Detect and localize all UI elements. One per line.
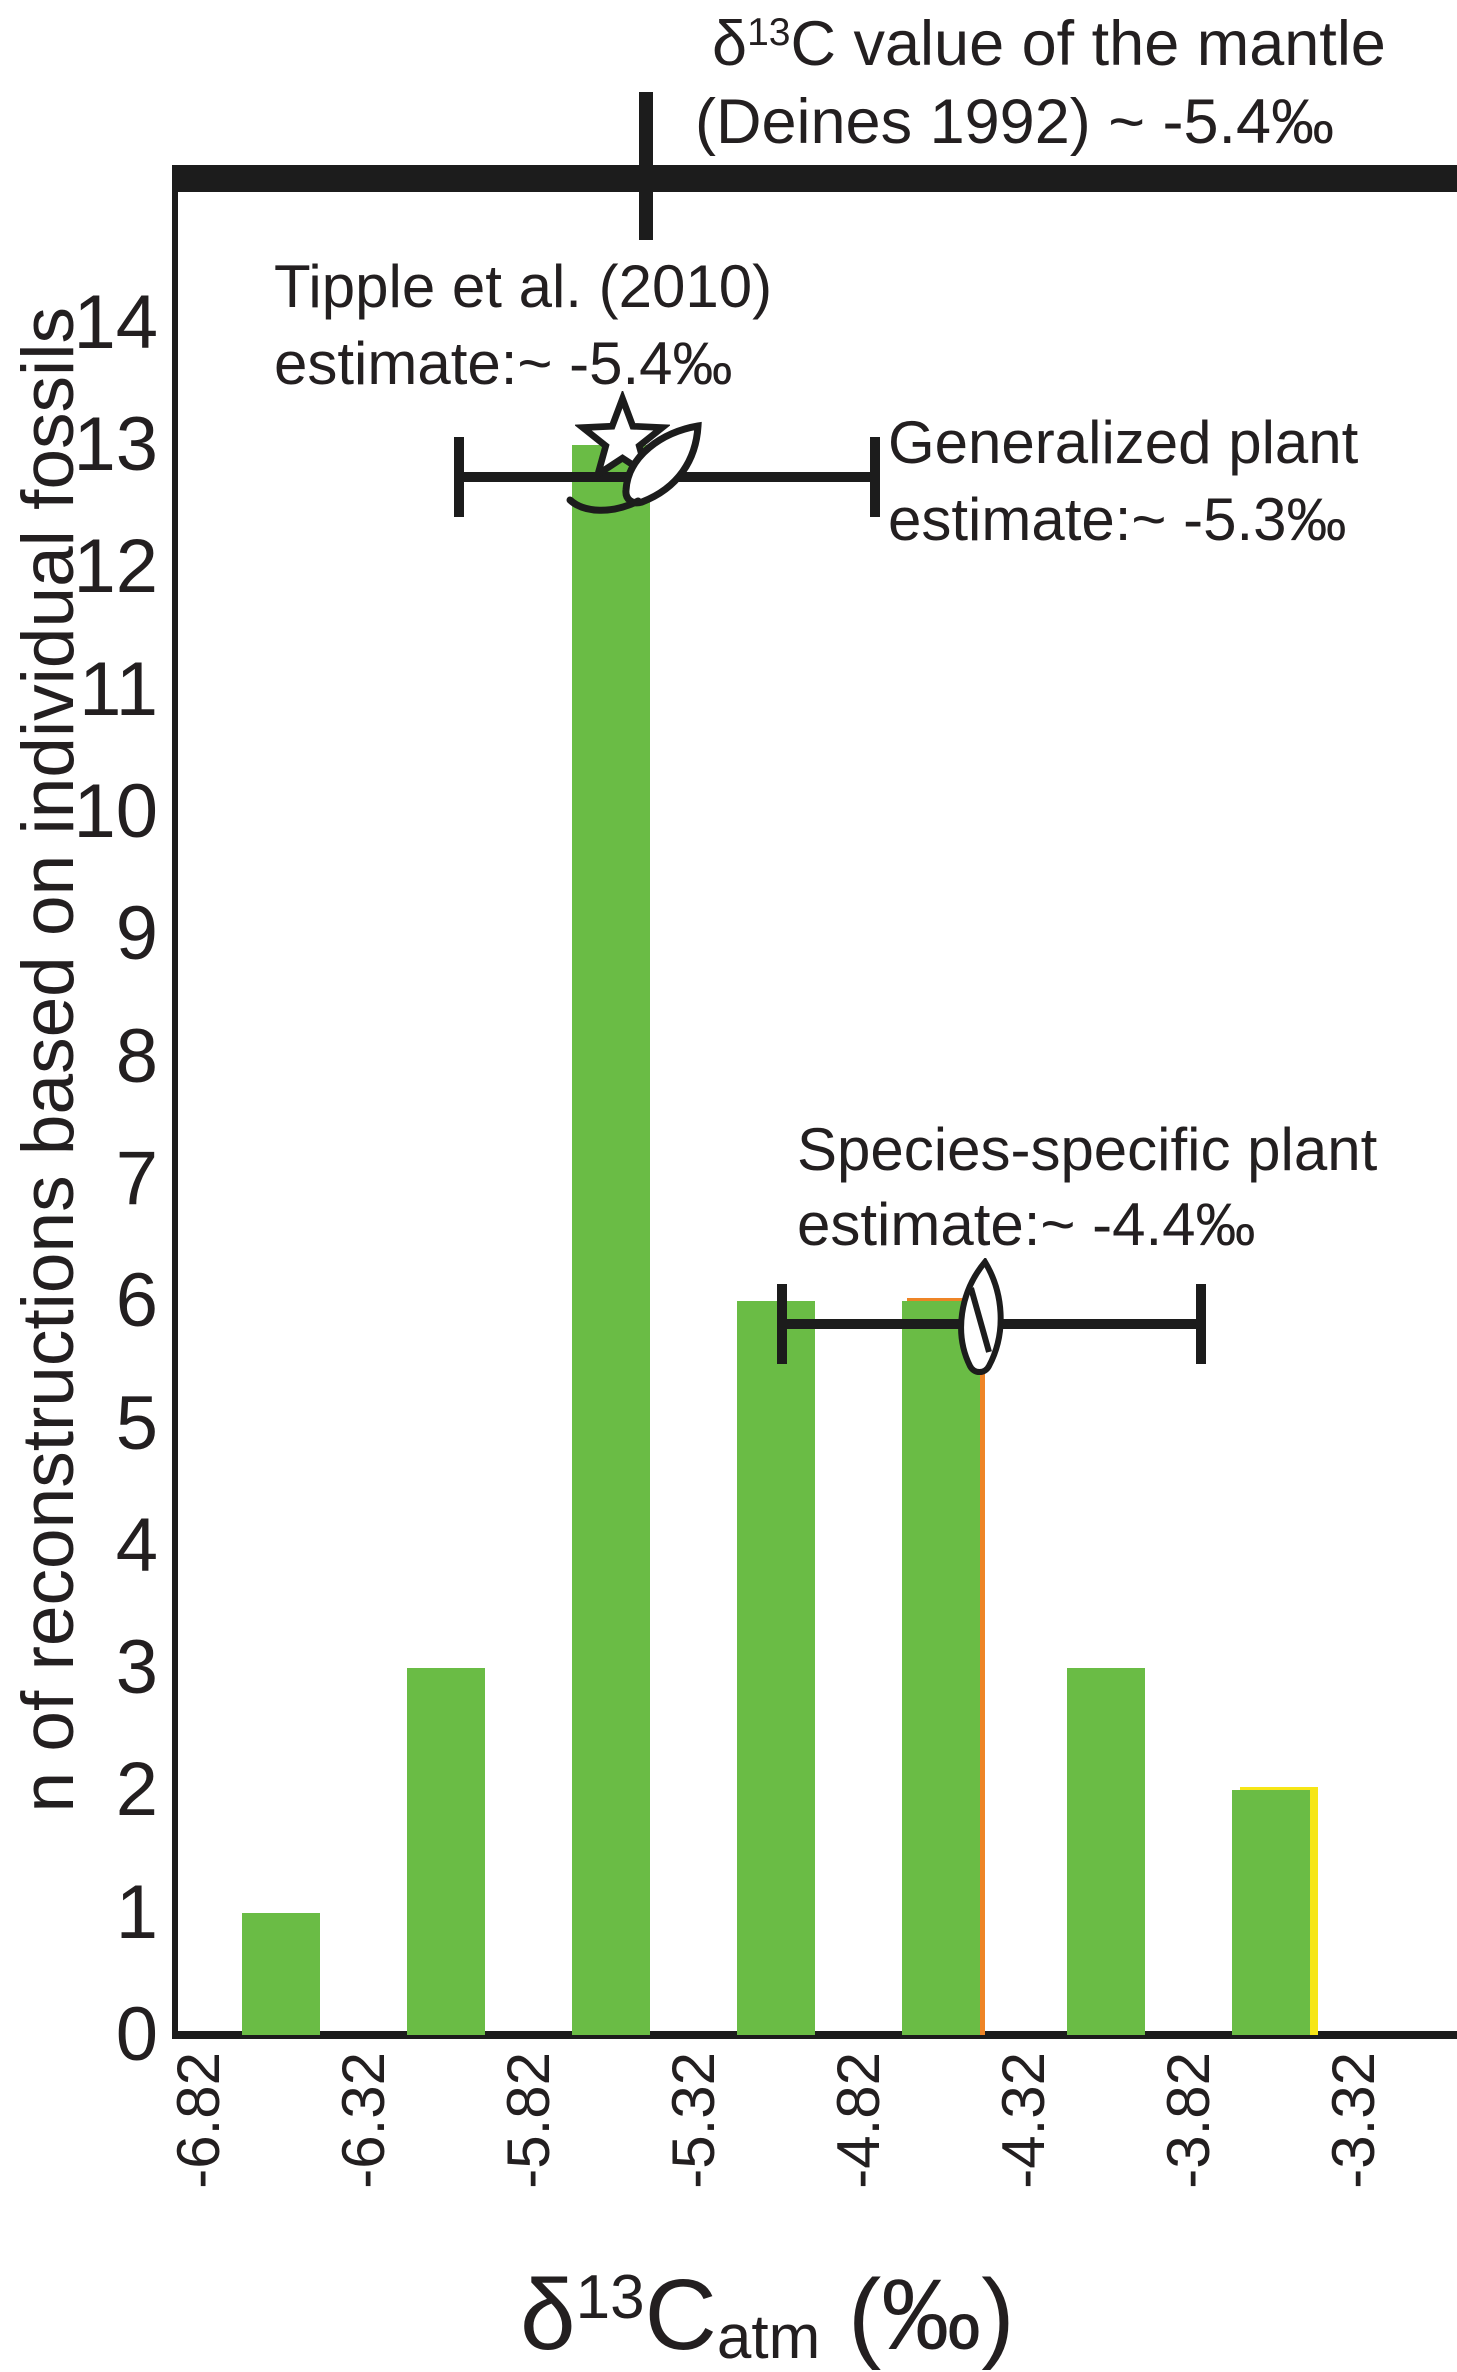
superscript-13: 13 bbox=[747, 11, 791, 55]
error-bar-cap bbox=[869, 436, 880, 517]
species-annotation-line2: estimate:~ -4.4‰ bbox=[797, 1191, 1256, 1258]
x-tick-label: -6.82 bbox=[163, 2052, 233, 2227]
permil-unit: (‰) bbox=[820, 2259, 1015, 2371]
delta-symbol: δ bbox=[520, 2259, 576, 2371]
x-tick-label: -4.32 bbox=[988, 2052, 1058, 2227]
x-tick-label-text: -4.82 bbox=[824, 2052, 892, 2189]
y-tick-label: 2 bbox=[115, 1747, 158, 1833]
histogram-bar bbox=[901, 1301, 980, 2035]
superscript-13: 13 bbox=[575, 2263, 645, 2332]
x-tick-label-text: -4.32 bbox=[989, 2052, 1057, 2189]
y-tick-label: 12 bbox=[73, 524, 158, 610]
y-tick-label: 14 bbox=[73, 279, 158, 365]
histogram-bar bbox=[1066, 1668, 1145, 2035]
species-plant-annotation: Species-specific plant estimate:~ -4.4‰ bbox=[797, 1112, 1377, 1262]
y-tick-label: 9 bbox=[115, 891, 158, 977]
x-tick-label-text: -3.82 bbox=[1154, 2052, 1222, 2189]
x-tick-label-text: -6.82 bbox=[164, 2052, 232, 2189]
subscript-atm: atm bbox=[716, 2302, 821, 2372]
y-tick-label: 13 bbox=[73, 402, 158, 488]
error-bar-cap bbox=[777, 1284, 788, 1365]
y-tick-label: 5 bbox=[115, 1380, 158, 1466]
generalized-annotation-line1: Generalized plant bbox=[888, 409, 1359, 476]
generalized-annotation-line2: estimate:~ -5.3‰ bbox=[888, 486, 1347, 553]
star-marker-icon bbox=[575, 391, 670, 482]
mantle-annotation-line2: (Deines 1992) ~ -5.4‰ bbox=[695, 87, 1335, 157]
y-tick-label: 8 bbox=[115, 1013, 158, 1099]
y-tick-label: 1 bbox=[115, 1869, 158, 1955]
species-annotation-line1: Species-specific plant bbox=[797, 1116, 1378, 1183]
leaf-marker-icon bbox=[566, 421, 702, 514]
y-tick-label: 0 bbox=[115, 1992, 158, 2077]
tipple-annotation-line2: estimate:~ -5.4‰ bbox=[274, 330, 733, 397]
x-tick-label: -3.82 bbox=[1153, 2052, 1223, 2227]
x-axis-title: δ13Catm (‰) bbox=[520, 2258, 1015, 2372]
y-axis-spine bbox=[172, 165, 178, 2038]
generalized-plant-annotation: Generalized plant estimate:~ -5.3‰ bbox=[888, 404, 1358, 558]
error-bar-cap bbox=[1196, 1284, 1207, 1365]
error-bar-cap bbox=[453, 436, 464, 517]
histogram-bar bbox=[571, 445, 650, 2035]
x-tick-label: -3.32 bbox=[1318, 2052, 1388, 2227]
x-tick-label-text: -5.32 bbox=[659, 2052, 727, 2189]
y-tick-label: 11 bbox=[79, 646, 158, 732]
histogram-bar bbox=[1231, 1790, 1310, 2035]
mantle-reference-bar bbox=[175, 165, 1457, 192]
histogram-bar bbox=[736, 1301, 815, 2035]
x-tick-label-text: -5.82 bbox=[494, 2052, 562, 2189]
delta-symbol: δ bbox=[712, 9, 748, 79]
x-tick-label: -5.32 bbox=[658, 2052, 728, 2227]
y-tick-label: 4 bbox=[115, 1502, 158, 1588]
tipple-annotation: Tipple et al. (2010) estimate:~ -5.4‰ bbox=[274, 248, 772, 402]
carbon-symbol: C bbox=[644, 2259, 717, 2371]
y-tick-label: 6 bbox=[115, 1258, 158, 1344]
x-axis-spine bbox=[172, 2031, 1457, 2039]
x-tick-label: -6.32 bbox=[328, 2052, 398, 2227]
y-tick-label: 3 bbox=[115, 1625, 158, 1711]
x-tick-label: -5.82 bbox=[493, 2052, 563, 2227]
histogram-bar bbox=[241, 1912, 320, 2035]
histogram-bar bbox=[406, 1668, 485, 2035]
mantle-annotation-line1: δ13C value of the mantle bbox=[712, 6, 1386, 91]
y-tick-label: 10 bbox=[73, 769, 158, 854]
x-tick-label: -4.82 bbox=[823, 2052, 893, 2227]
tipple-annotation-line1: Tipple et al. (2010) bbox=[274, 253, 773, 320]
leaf-marker-icon bbox=[958, 1258, 1004, 1375]
y-tick-label: 7 bbox=[115, 1135, 158, 1221]
mantle-annotation-rest: C value of the mantle bbox=[790, 9, 1386, 79]
x-tick-label-text: -3.32 bbox=[1319, 2052, 1387, 2189]
mantle-value-tick bbox=[639, 92, 653, 240]
x-tick-label-text: -6.32 bbox=[329, 2052, 397, 2189]
